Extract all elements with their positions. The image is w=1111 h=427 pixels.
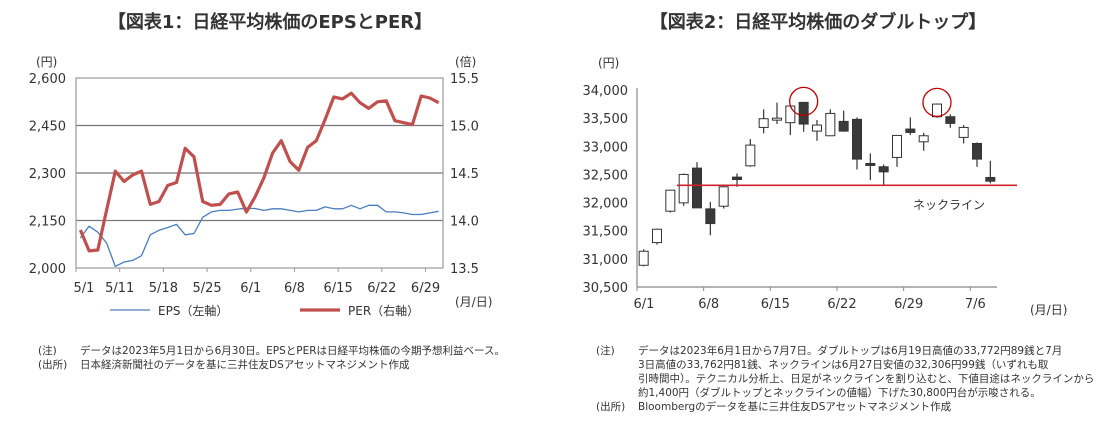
note-label: (注): [596, 345, 615, 357]
x-axis-unit: (月/日): [455, 295, 492, 309]
x-tick-label: 5/1: [74, 281, 95, 296]
legend-label: PER（右軸）: [348, 303, 419, 318]
candle-up: [678, 173, 689, 204]
y-tick-label: 32,500: [583, 168, 629, 183]
candle-down: [905, 128, 916, 133]
candle-down: [878, 166, 889, 173]
source-text: 日本経済新聞社のデータを基に三井住友DSアセットマネジメント作成: [80, 359, 410, 371]
x-tick-label: 6/1: [634, 297, 655, 312]
candle-up: [892, 134, 902, 158]
note-line: 約1,400円（ダブルトップとネックラインの値幅）下げた30,800円台が示唆さ…: [638, 387, 1041, 399]
x-tick-label: 6/22: [367, 281, 396, 296]
y-tick-label: 31,500: [583, 225, 629, 240]
candle-down: [798, 101, 809, 125]
x-tick-label: 5/18: [149, 281, 178, 296]
candle-up: [665, 189, 676, 212]
source-label: (出所): [38, 359, 68, 371]
chart2-notes: (注) データは2023年6月1日から7月7日。ダブルトップは6月19日高値の33…: [596, 344, 1094, 414]
x-tick-label: 6/22: [827, 297, 856, 312]
y-tick-label: 31,000: [583, 253, 629, 268]
double-top-circle: [922, 87, 952, 118]
x-tick-label: 6/15: [761, 297, 790, 312]
source-label: (出所): [596, 401, 626, 413]
chart1-title: 【図表1：日経平均株価のEPSとPER】: [107, 12, 433, 33]
candle-up: [638, 250, 649, 266]
eps-line: [79, 204, 439, 268]
candle-down: [838, 120, 849, 132]
y-tick-label-right: 14.0: [450, 215, 479, 230]
candle-down: [865, 162, 876, 166]
x-tick-label: 6/8: [284, 281, 305, 296]
y-tick-label-left: 2,300: [29, 167, 66, 182]
candle-up: [758, 118, 769, 128]
note-text: データは2023年5月1日から6月30日。EPSとPERは日経平均株価の今期予想…: [80, 345, 505, 357]
candle-up: [932, 103, 942, 118]
candle-down: [945, 116, 956, 124]
note-line: データは2023年6月1日から7月7日。ダブルトップは6月19日高値の33,77…: [638, 345, 1063, 357]
candle-down: [732, 176, 742, 180]
note-line: 3日高値の33,762円81銭、ネックラインは6月27日安値の32,306円99…: [638, 359, 1049, 371]
double-top-circle: [789, 86, 819, 117]
y-tick-label-left: 2,450: [29, 120, 66, 135]
x-tick-label: 6/8: [698, 297, 719, 312]
note-line: 引時間中）。テクニカル分析上、日足がネックラインを割り込むと、下値目途はネックラ…: [638, 373, 1095, 385]
right-axis-unit: (倍): [455, 54, 476, 69]
y-axis-unit: (円): [598, 56, 619, 70]
y-tick-label-left: 2,600: [29, 72, 66, 87]
y-tick-label: 32,000: [583, 197, 629, 212]
y-tick-label: 33,000: [583, 140, 629, 155]
note-label: (注): [38, 345, 57, 357]
chart2-title: 【図表2：日経平均株価のダブルトップ】: [649, 12, 987, 33]
x-tick-label: 6/1: [240, 281, 261, 296]
x-tick-label: 5/25: [192, 281, 221, 296]
neckline-label: ネックライン: [913, 198, 985, 212]
candle-up: [825, 112, 836, 137]
candle-up: [652, 228, 662, 244]
candle-down: [692, 167, 702, 209]
y-tick-label-left: 2,000: [29, 262, 66, 277]
y-tick-label-right: 13.5: [450, 262, 479, 277]
candle-up: [772, 117, 782, 121]
y-tick-label-right: 14.5: [450, 167, 479, 182]
candle-up: [958, 126, 969, 138]
candle-up: [918, 135, 929, 143]
x-tick-label: 7/6: [965, 297, 986, 312]
x-tick-label: 6/29: [894, 297, 923, 312]
candle-up: [745, 144, 756, 167]
source-text: Bloombergのデータを基に三井住友DSアセットマネジメント作成: [638, 401, 952, 413]
y-tick-label-right: 15.0: [450, 120, 479, 135]
candle-down: [852, 118, 862, 160]
plot-border: [75, 77, 444, 269]
x-tick-label: 6/15: [324, 281, 353, 296]
candle-down: [985, 176, 996, 182]
candle-up: [812, 124, 822, 132]
x-tick-label: 6/29: [411, 281, 440, 296]
legend-label: EPS（左軸）: [158, 303, 228, 318]
candle-up: [718, 186, 729, 207]
y-tick-label: 33,500: [583, 112, 629, 127]
y-tick-label: 30,500: [583, 281, 629, 296]
chart1-notes: (注) データは2023年5月1日から6月30日。EPSとPERは日経平均株価の今…: [38, 344, 505, 372]
candle-down: [705, 208, 716, 225]
y-tick-label: 34,000: [583, 84, 629, 99]
per-line: [78, 91, 440, 253]
y-tick-label-right: 15.5: [450, 72, 479, 87]
candle-down: [972, 142, 982, 160]
x-tick-label: 5/11: [105, 281, 134, 296]
candle-up: [785, 105, 796, 124]
y-tick-label-left: 2,150: [29, 215, 66, 230]
left-axis-unit: (円): [36, 55, 57, 69]
x-axis-unit: (月/日): [1030, 303, 1067, 317]
